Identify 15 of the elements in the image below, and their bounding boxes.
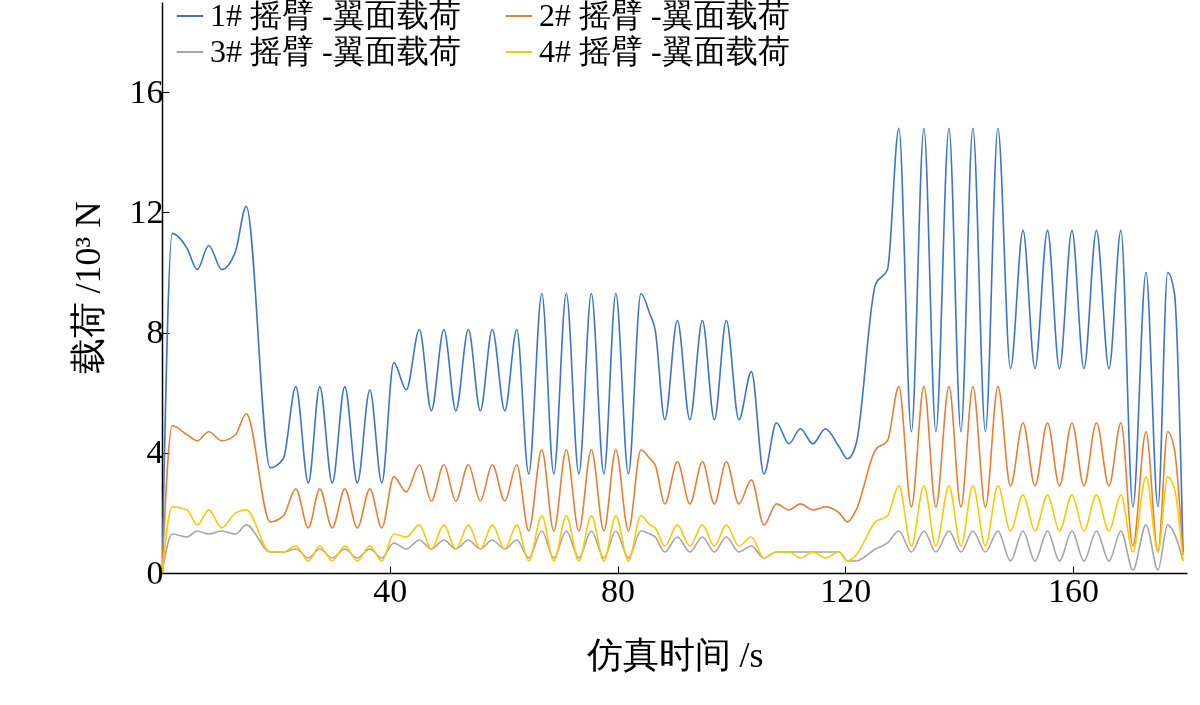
y-tick-label: 0	[146, 553, 164, 591]
x-tick-label: 120	[820, 571, 872, 609]
y-tick-label: 16	[129, 72, 164, 110]
x-tick-label: 80	[601, 571, 636, 609]
legend-label: 4# 摇臂 -翼面载荷	[539, 33, 790, 69]
x-tick-label: 160	[1048, 571, 1100, 609]
y-tick-label: 8	[146, 313, 164, 351]
x-tick-label: 40	[373, 571, 408, 609]
line-series	[162, 524, 1184, 573]
x-axis-title: 仿真时间 /s	[585, 634, 764, 675]
legend-label: 3# 摇臂 -翼面载荷	[210, 33, 461, 69]
line-series	[162, 476, 1184, 573]
y-tick-label: 4	[146, 433, 164, 471]
y-tick-label: 12	[129, 192, 164, 230]
y-axis-title: 载荷 /10³ N	[67, 201, 108, 375]
